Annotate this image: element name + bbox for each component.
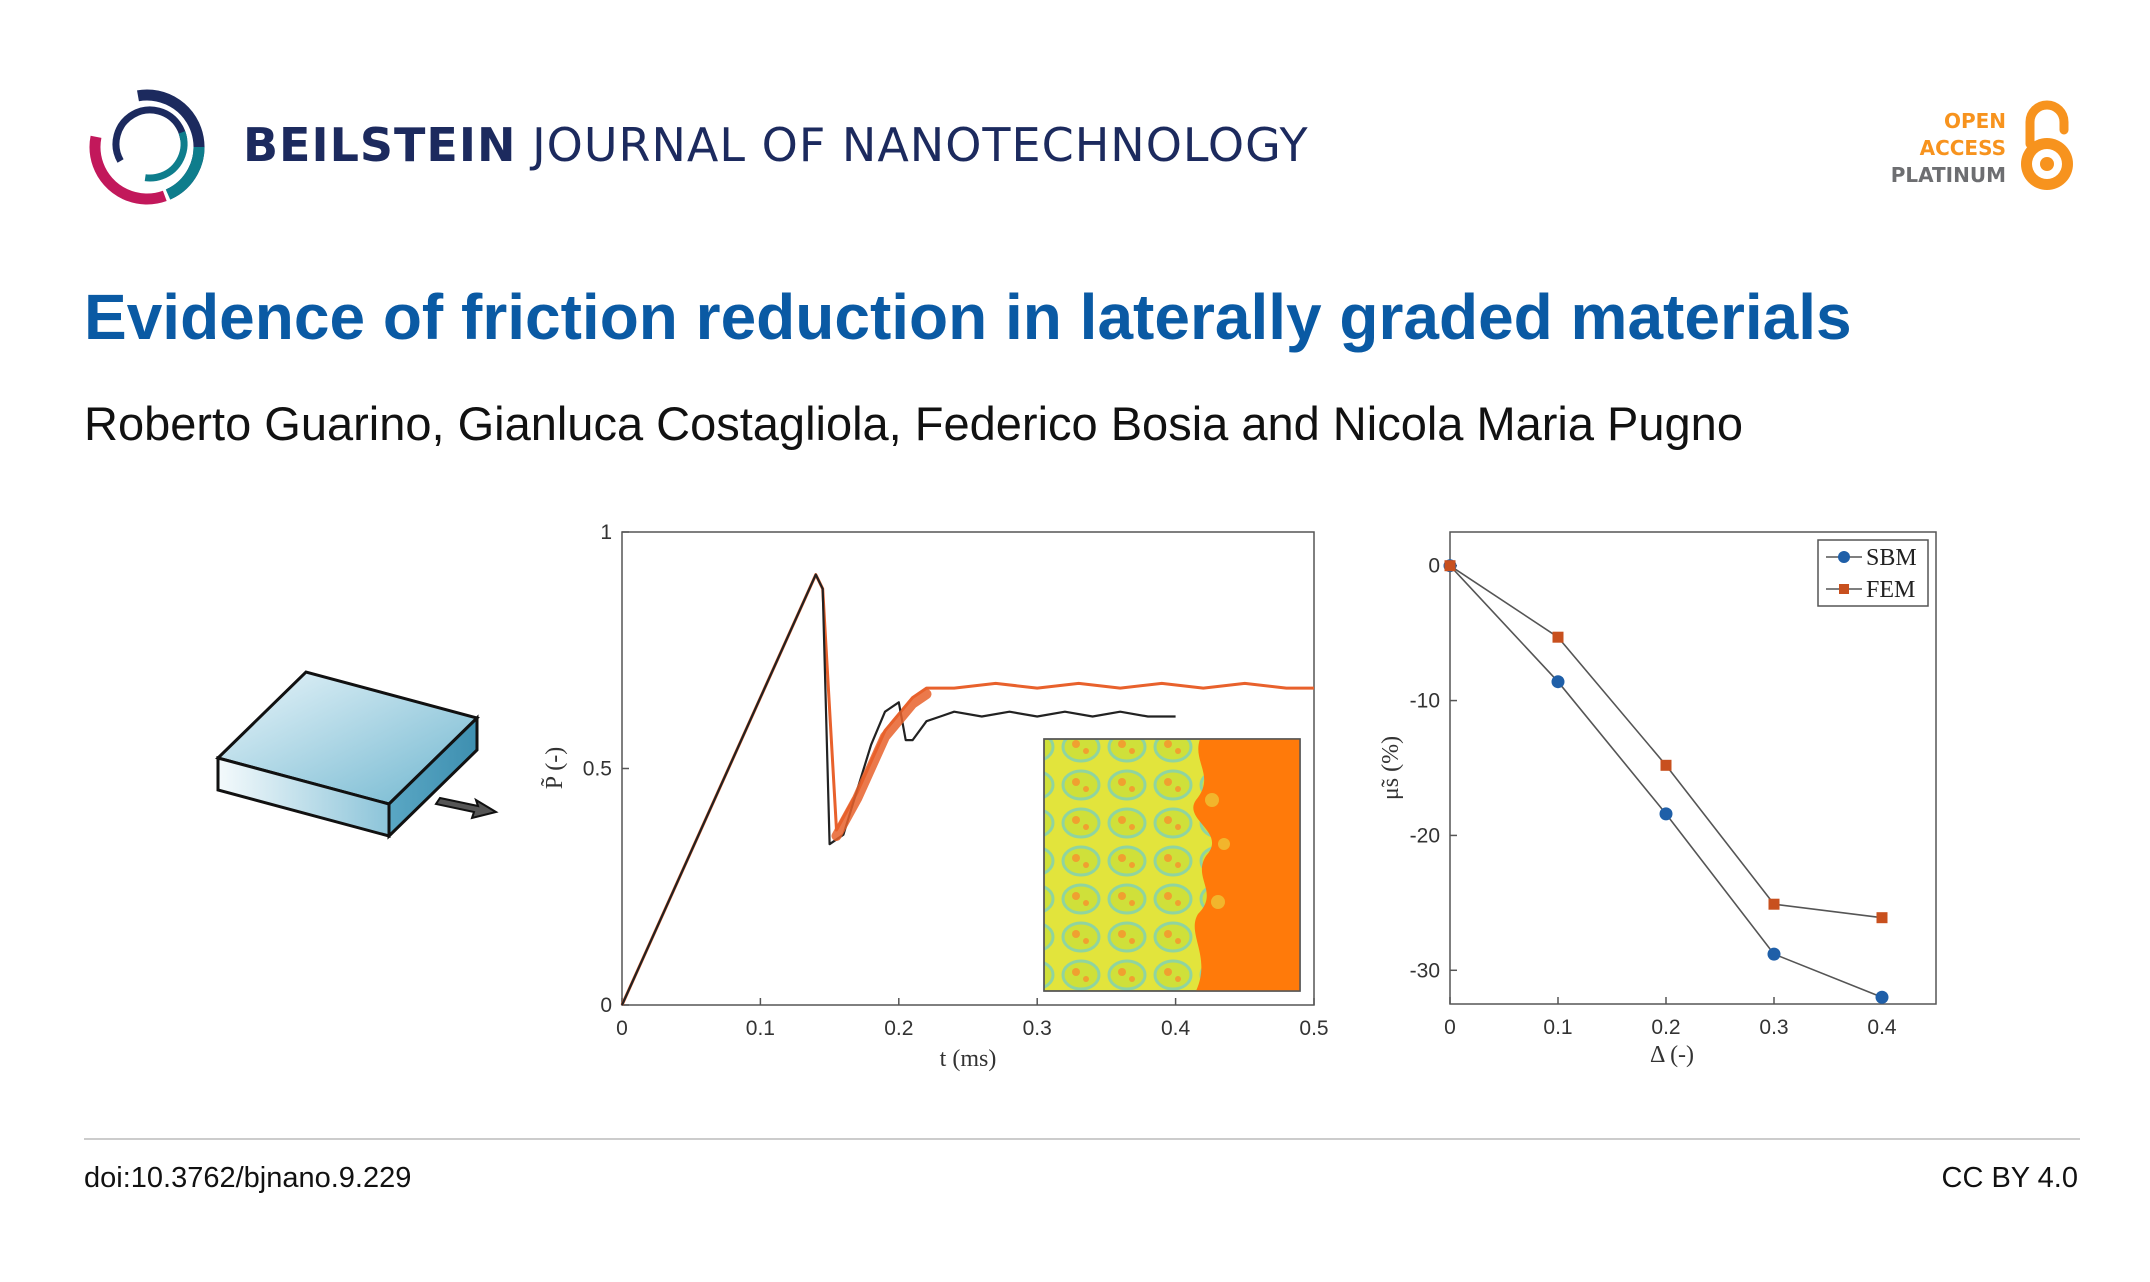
chart1-series-orange-line <box>620 573 1314 1006</box>
chart1-ytick-label: 1 <box>600 521 612 544</box>
chart2-point-fem <box>1552 631 1564 643</box>
article-title: Evidence of friction reduction in latera… <box>84 281 1852 353</box>
chart1-series-black-line <box>620 573 1176 1006</box>
chart2-xtick-label: 0 <box>1444 1016 1456 1039</box>
graded-block-illustration <box>215 670 480 840</box>
legend-marker-sbm <box>1838 551 1850 563</box>
chart2-ytick-label: -10 <box>1410 690 1440 713</box>
chart2-point-sbm <box>1767 947 1781 961</box>
chart2-point-fem <box>1444 560 1456 572</box>
sliding-direction-arrow-icon <box>434 796 499 820</box>
oa-line-platinum: PLATINUM <box>1890 162 2006 187</box>
chart2-point-fem <box>1876 912 1888 924</box>
legend-label-fem: FEM <box>1866 577 1915 603</box>
chart2-point-fem <box>1660 759 1672 771</box>
chart1-xtick-label: 0.3 <box>1023 1017 1052 1040</box>
chart1-xtick-label: 0.4 <box>1161 1017 1191 1040</box>
article-authors: Roberto Guarino, Gianluca Costagliola, F… <box>84 397 1743 450</box>
chart1-xtick-label: 0 <box>616 1017 628 1040</box>
chart2-ytick-label: 0 <box>1428 555 1440 578</box>
chart2-xlabel: Δ (-) <box>1650 1042 1694 1068</box>
open-access-badge: OPEN ACCESS PLATINUM <box>1891 98 2078 198</box>
license-label: CC BY 4.0 <box>1941 1162 2078 1194</box>
chart1-ytick-label: 0.5 <box>583 758 612 781</box>
force-time-chart: 0 0.1 0.2 0.3 0.4 0.5 0 0.5 1 t (ms) P̃ (-) <box>540 521 1328 1072</box>
oa-line-open: OPEN <box>1943 108 2006 133</box>
chart2-point-sbm <box>1551 675 1565 689</box>
chart2-ytick-label: -20 <box>1410 824 1440 847</box>
chart2-legend: SBM FEM <box>1817 539 1929 607</box>
chart1-xtick-label: 0.1 <box>746 1017 775 1040</box>
chart2-axes-box <box>1449 531 1937 1005</box>
graphical-abstract: 0 0.1 0.2 0.3 0.4 0.5 0 0.5 1 t (ms) P̃ (-) 0 0.… <box>215 521 1937 1072</box>
chart1-xtick-label: 0.2 <box>884 1017 913 1040</box>
chart2-xtick-label: 0.3 <box>1759 1016 1788 1039</box>
chart1-xtick-label: 0.5 <box>1299 1017 1328 1040</box>
chart2-xtick-label: 0.2 <box>1651 1016 1680 1039</box>
chart2-point-fem <box>1768 898 1780 910</box>
chart2-point-sbm <box>1875 990 1889 1004</box>
chart1-ytick-label: 0 <box>600 994 612 1017</box>
footer-divider <box>84 1138 2080 1140</box>
beilstein-logo-icon <box>89 89 205 205</box>
chart2-ytick-label: -30 <box>1410 959 1440 982</box>
chart1-ylabel: P̃ (-) <box>540 747 568 789</box>
open-lock-icon <box>2021 100 2073 190</box>
chart1-inset-simulation-image <box>1043 738 1301 992</box>
legend-marker-fem <box>1839 584 1849 594</box>
chart1-series-orange-band <box>831 689 932 841</box>
chart1-xlabel: t (ms) <box>940 1046 997 1072</box>
doi-link[interactable]: doi:10.3762/bjnano.9.229 <box>84 1162 412 1194</box>
journal-name-bold: BEILSTEIN <box>243 118 517 172</box>
legend-label-sbm: SBM <box>1866 545 1917 571</box>
friction-reduction-chart: 0 0.1 0.2 0.3 0.4 0 -10 -20 -30 SBM FEM Δ (-) μ… <box>1378 531 1937 1068</box>
chart2-xtick-label: 0.4 <box>1867 1016 1897 1039</box>
oa-line-access: ACCESS <box>1919 135 2006 160</box>
chart2-ylabel: μ̃s (%) <box>1378 736 1404 800</box>
chart2-xtick-label: 0.1 <box>1543 1016 1572 1039</box>
journal-name-rest: JOURNAL OF NANOTECHNOLOGY <box>532 118 1309 172</box>
journal-name: BEILSTEIN JOURNAL OF NANOTECHNOLOGY <box>243 118 1309 172</box>
chart2-point-sbm <box>1659 807 1673 821</box>
